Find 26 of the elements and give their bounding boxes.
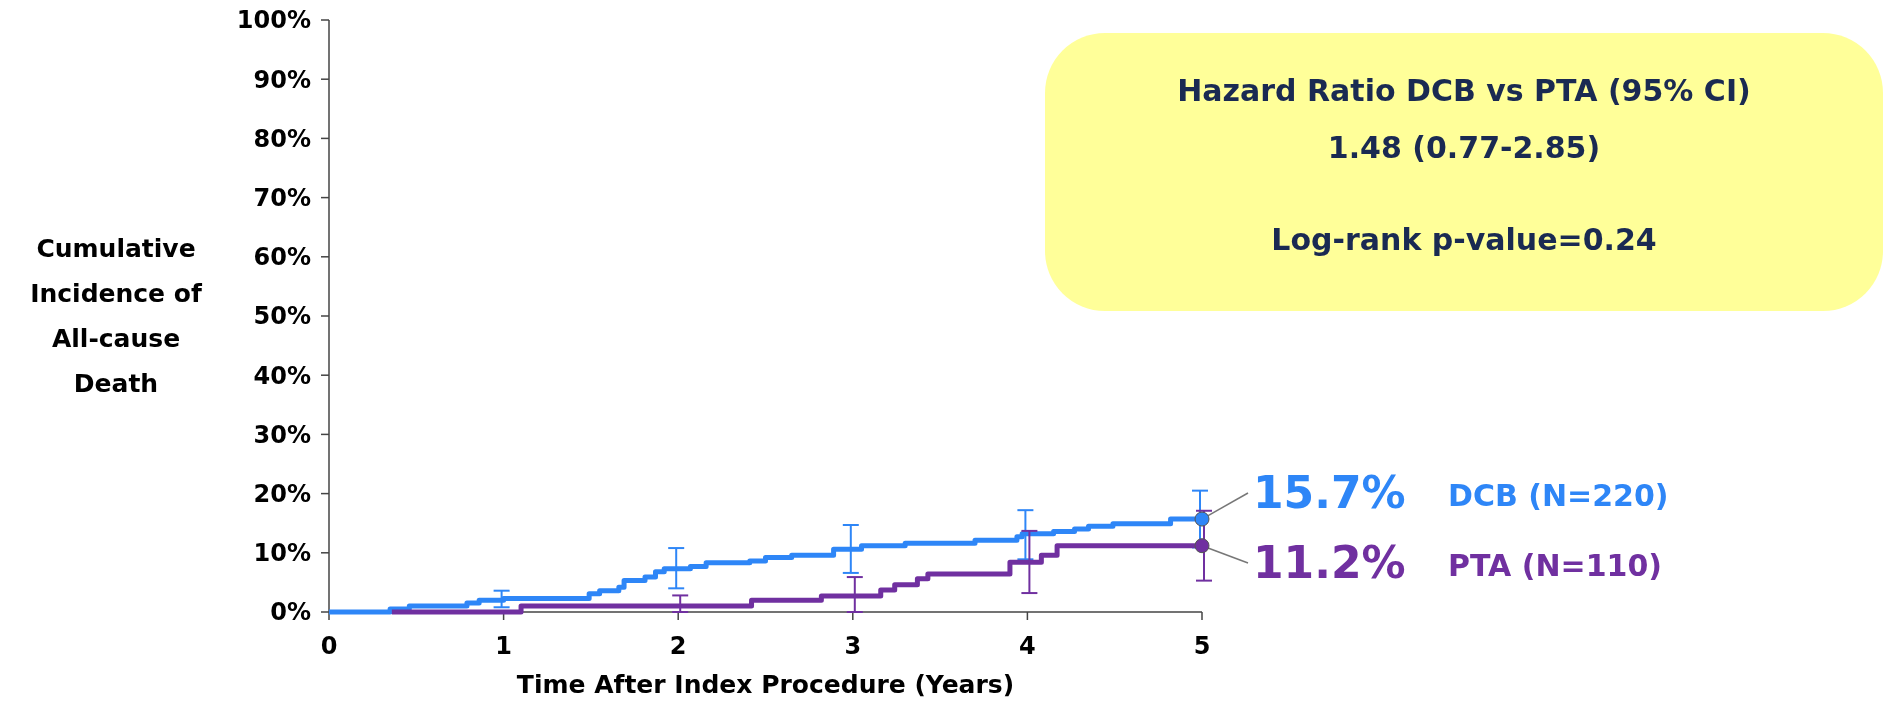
y-tick-label: 40%	[253, 361, 311, 390]
x-tick-label: 4	[1019, 632, 1036, 660]
annotation: 15.7%	[1253, 467, 1406, 519]
x-tick-label: 2	[669, 632, 687, 660]
y-tick-label: 30%	[253, 420, 311, 449]
x-axis-title: Time After Index Procedure (Years)	[516, 670, 1015, 699]
y-tick-label: 100%	[236, 6, 311, 35]
y-tick-label: 20%	[253, 480, 311, 508]
text: Log-rank p-value=0.24	[1271, 222, 1657, 257]
y-tick-label: 60%	[253, 243, 311, 272]
y-tick-label: 90%	[253, 65, 311, 94]
y-tick-label: 10%	[253, 539, 311, 568]
y-tick-label: 0%	[270, 598, 311, 627]
x-tick-label: 5	[1193, 632, 1211, 660]
text: 1.48 (0.77-2.85)	[1327, 130, 1601, 165]
x-tick-label: 1	[495, 632, 512, 660]
text: PTA (N=110)	[1448, 547, 1663, 583]
y-axis-title: Cumulative Incidence of All-cause Death	[30, 234, 203, 399]
annotation: 11.2%	[1253, 537, 1406, 589]
y-tick-label: 70%	[253, 184, 311, 212]
x-tick-label: 0	[320, 632, 338, 660]
x-tick-label: 3	[844, 632, 862, 660]
y-tick-label: 80%	[253, 124, 311, 153]
text: DCB (N=220)	[1448, 477, 1669, 513]
annotation: Hazard Ratio DCB vs PTA (95% CI)	[1177, 73, 1751, 108]
y-tick-label: 50%	[253, 302, 311, 331]
